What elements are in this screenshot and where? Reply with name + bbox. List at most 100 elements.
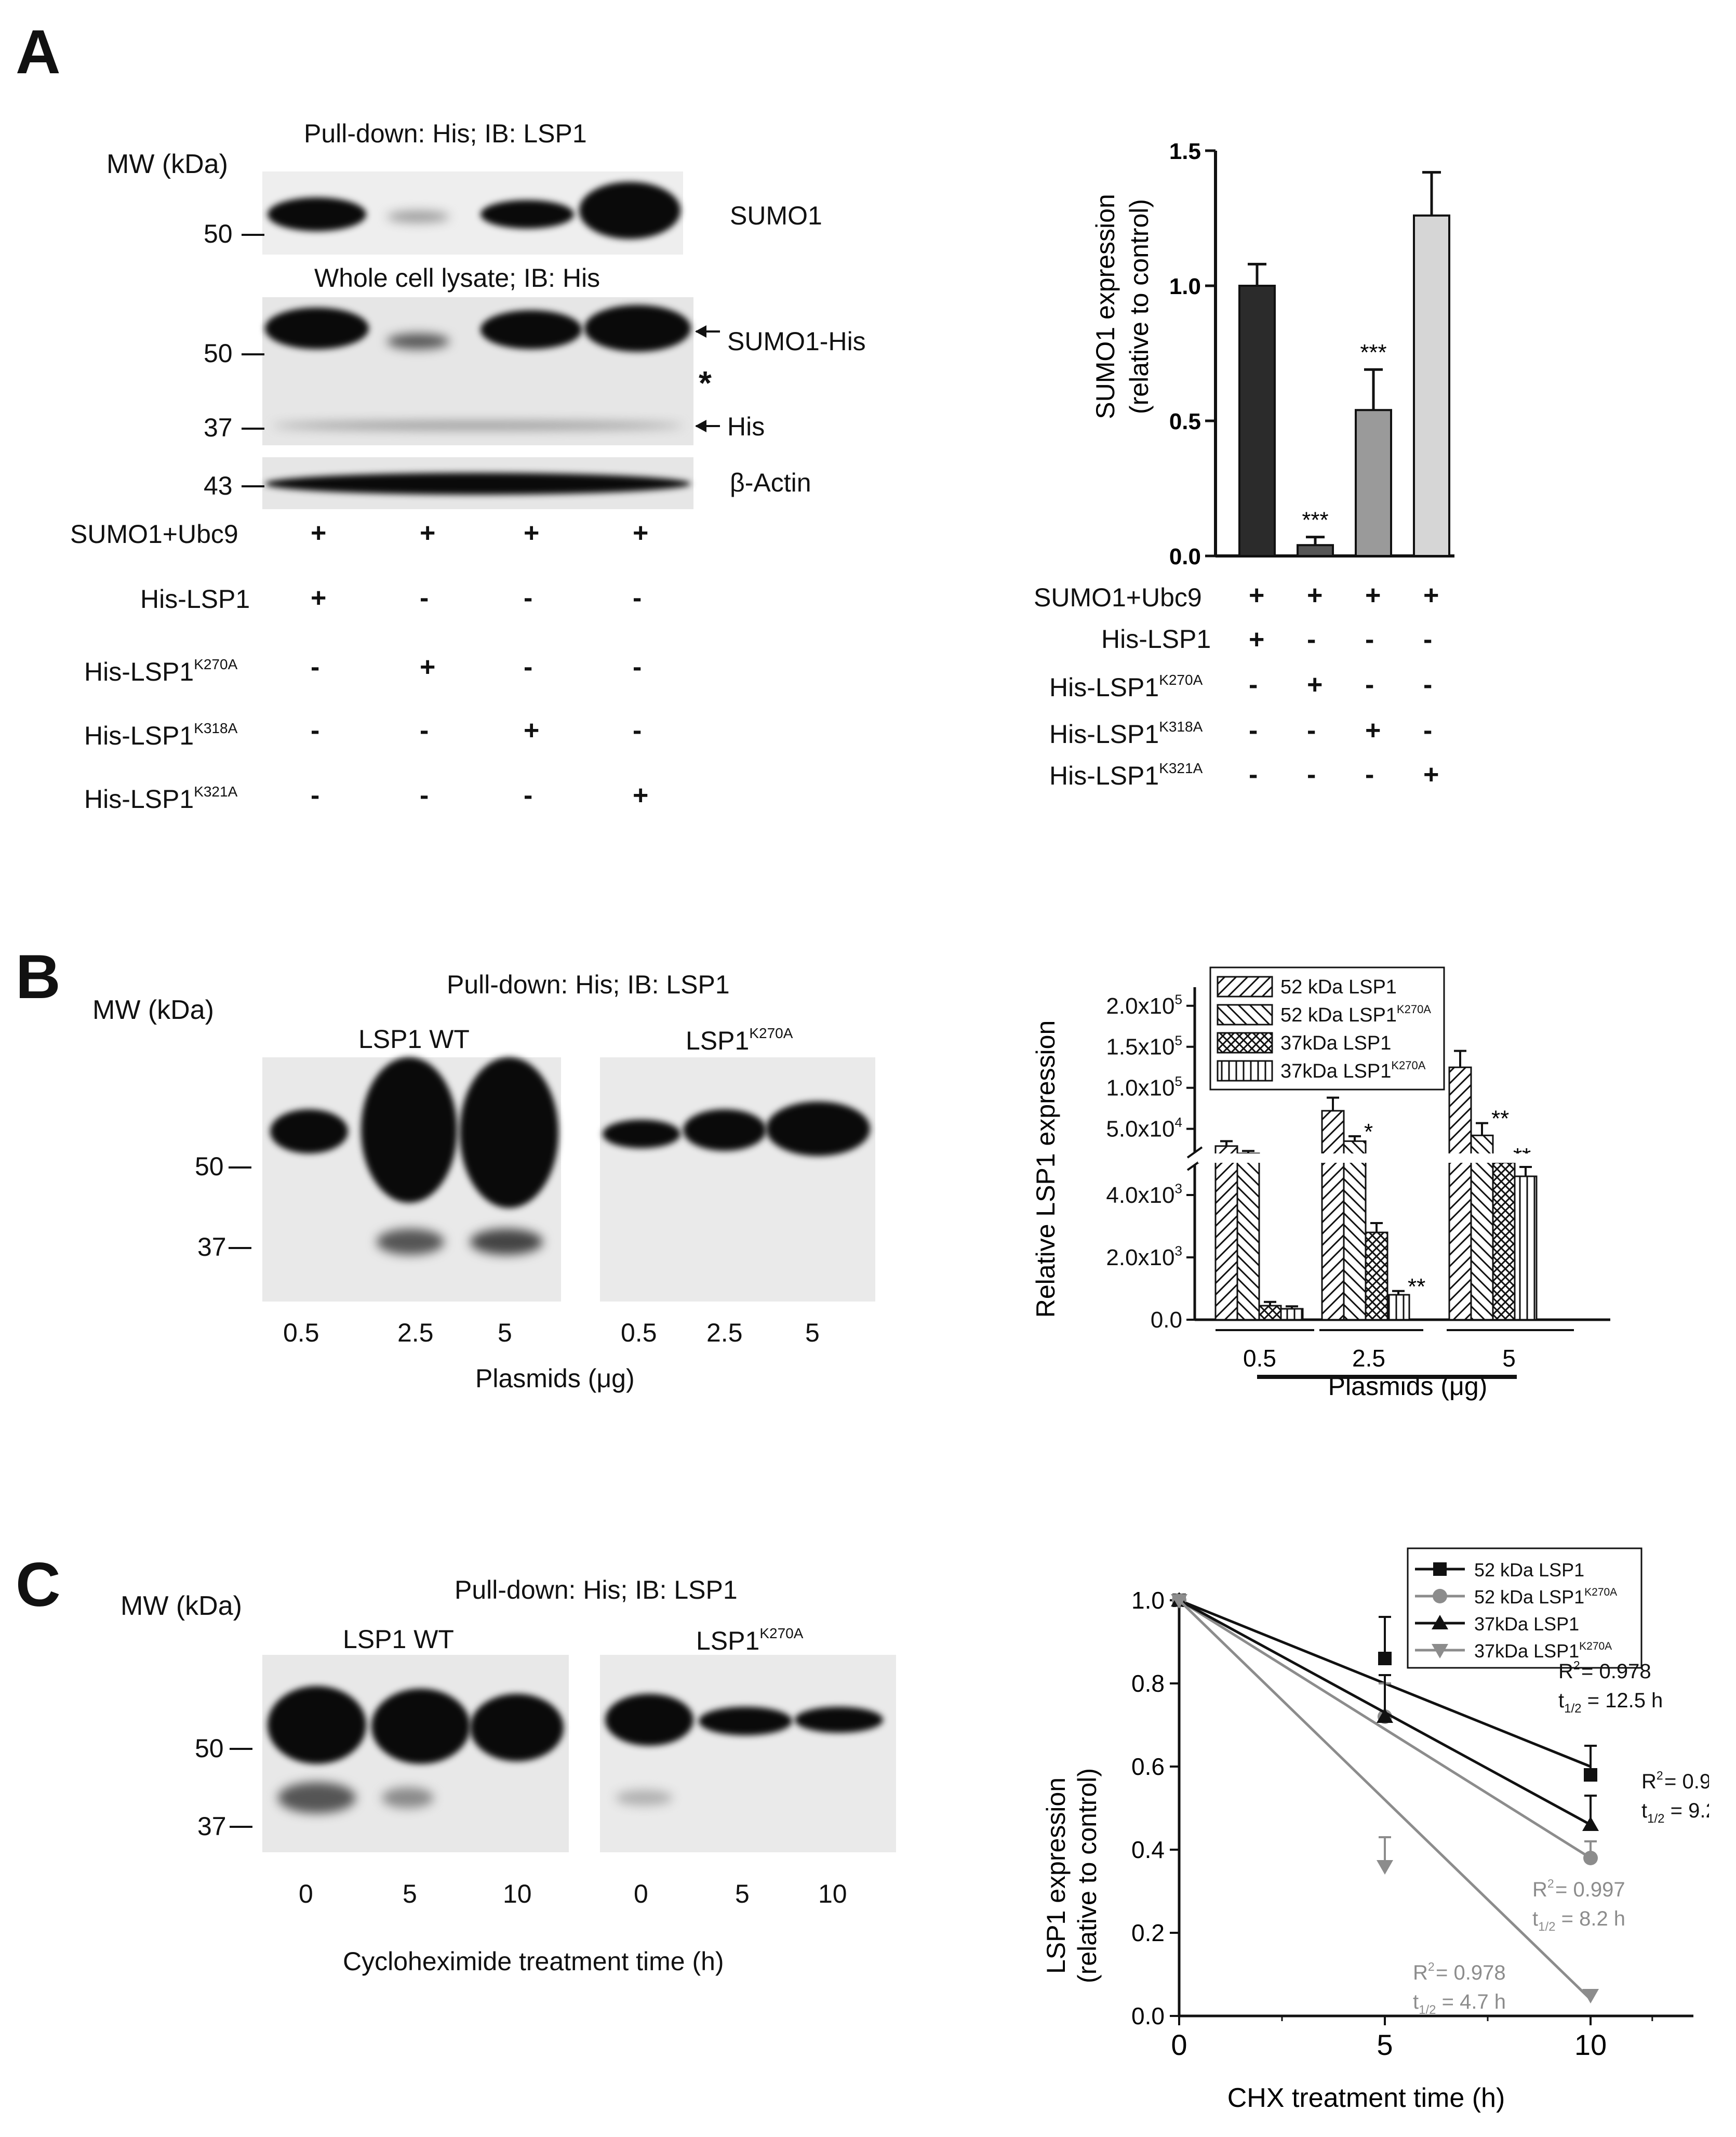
band	[268, 197, 366, 231]
fit-line	[1178, 1599, 1592, 2000]
legend-swatch	[1217, 1004, 1273, 1026]
chart-treatment-sign: -	[1423, 715, 1433, 746]
x-axis-label: Plasmids (μg)	[475, 1364, 635, 1393]
half-life-label: t1/2 = 12.5 h	[1558, 1689, 1663, 1716]
mutant-label: LSP1K270A	[686, 1025, 793, 1055]
chart-treatment-sign: -	[1249, 715, 1258, 746]
arrow-left-icon	[696, 330, 720, 333]
data-point	[1378, 1652, 1392, 1665]
y-axis-label-line1: SUMO1 expression	[1091, 194, 1120, 419]
y-axis-label-line2: (relative to control)	[1125, 199, 1154, 414]
y-tick-label: 1.5x105	[1106, 1032, 1182, 1059]
chart-treatment-sign: -	[1307, 715, 1316, 746]
band	[603, 1120, 680, 1148]
y-tick-label: 2.0x103	[1106, 1243, 1182, 1270]
lane-label: 5	[498, 1318, 512, 1347]
wt-label: LSP1 WT	[358, 1025, 470, 1054]
legend-label: 37kDa LSP1K270A	[1280, 1059, 1426, 1082]
legend-swatch	[1217, 976, 1273, 998]
data-point	[1584, 1768, 1597, 1782]
bar	[1297, 544, 1334, 558]
band	[278, 1782, 356, 1813]
chart-treatment-sign: +	[1307, 580, 1323, 610]
panel-c-line-chart: LSP1 expression (relative to control) CH…	[1041, 1547, 1709, 2113]
mw-label: MW (kDa)	[121, 1591, 242, 1621]
y-tick-label: 1.0x105	[1106, 1073, 1182, 1100]
band	[270, 1109, 348, 1153]
x-tick-label: 5	[1377, 2028, 1393, 2061]
band	[460, 1057, 558, 1208]
mw-marker: 50	[195, 1152, 224, 1181]
panel-b-bar-chart: Relative LSP1 expression Plasmids (μg) 0…	[1031, 966, 1624, 1401]
bar	[1413, 214, 1450, 558]
mw-marker: 50	[204, 339, 233, 368]
half-life-label: t1/2 = 8.2 h	[1532, 1907, 1625, 1934]
y-axis-label: Relative LSP1 expression	[1031, 1020, 1060, 1318]
blot-title: Pull-down: His; IB: LSP1	[447, 970, 730, 999]
lane-label: 0	[299, 1879, 313, 1908]
y-tick-label: 0.5	[1169, 409, 1201, 434]
r-squared-label: R2	[1413, 1960, 1435, 1984]
treatment-sign: -	[420, 780, 429, 811]
r-squared-value: = 0.997	[1555, 1878, 1625, 1901]
band	[273, 422, 683, 429]
chart-treatment-sign: +	[1423, 760, 1439, 790]
data-point	[1377, 1708, 1393, 1723]
treatment-sign: +	[633, 780, 649, 811]
row-label: His-LSP1K318A	[84, 720, 238, 750]
band	[470, 1229, 543, 1255]
mw-tick	[242, 485, 264, 487]
treatment-sign: +	[420, 652, 436, 682]
r-squared-value: = 0.978	[1436, 1961, 1506, 1984]
band-label-sumo1-his: SUMO1-His	[727, 327, 866, 356]
mw-marker: 37	[197, 1232, 226, 1262]
y-tick-label: 0.0	[1169, 544, 1201, 569]
chart-treatment-sign: -	[1307, 760, 1316, 790]
blot-pulldown	[262, 171, 683, 255]
row-label: His-LSP1K321A	[84, 784, 238, 814]
mutant-label: LSP1K270A	[696, 1625, 804, 1655]
chart-treatment-sign: -	[1307, 625, 1316, 655]
bar	[1343, 1140, 1367, 1321]
legend-label: 52 kDa LSP1	[1280, 976, 1397, 998]
band	[683, 1109, 766, 1151]
band	[371, 1689, 470, 1764]
band	[605, 1694, 693, 1746]
blot-title: Pull-down: His; IB: LSP1	[455, 1575, 738, 1604]
treatment-sign: +	[633, 518, 649, 548]
treatment-sign: -	[524, 652, 533, 682]
chart-treatment-sign: -	[1365, 625, 1374, 655]
chart-treatment-sign: -	[1365, 670, 1374, 700]
significance-label: ***	[1302, 508, 1328, 533]
arrow-left-icon	[695, 325, 706, 338]
band-label-sumo1: SUMO1	[730, 201, 822, 230]
significance-label: **	[1491, 1106, 1509, 1132]
y-tick-label: 0.0	[1131, 2002, 1165, 2029]
treatment-sign: +	[420, 518, 436, 548]
y-tick-label: 5.0x104	[1106, 1114, 1182, 1141]
mw-marker: 37	[204, 413, 233, 442]
x-tick-label: 0.5	[1243, 1345, 1276, 1372]
significance-label: *	[1364, 1119, 1373, 1145]
legend-label: 52 kDa LSP1K270A	[1474, 1586, 1617, 1608]
mw-tick	[242, 234, 264, 236]
blot-actin	[262, 457, 693, 509]
chart-treatment-sign: +	[1423, 580, 1439, 610]
x-tick-label: 10	[1574, 2028, 1607, 2061]
treatment-sign: -	[311, 652, 320, 682]
chart-treatment-sign: -	[1423, 670, 1433, 700]
lane-label: 5	[735, 1879, 750, 1908]
lane-label: 5	[805, 1318, 820, 1347]
r-squared-label: R2	[1641, 1769, 1663, 1793]
treatment-sign: +	[524, 715, 540, 746]
panel-a-bar-chart: SUMO1 expression (relative to control) 0…	[1091, 139, 1454, 569]
treatment-sign: -	[420, 583, 429, 613]
half-life-label: t1/2 = 4.7 h	[1413, 1990, 1506, 2017]
treatment-sign: -	[420, 715, 429, 746]
bar	[1514, 1175, 1538, 1321]
chart-treatment-sign: -	[1365, 760, 1374, 790]
significance-label: **	[1408, 1274, 1425, 1299]
y-tick-label: 1.0	[1131, 1587, 1165, 1614]
bar	[1236, 1152, 1260, 1321]
band	[265, 308, 369, 349]
